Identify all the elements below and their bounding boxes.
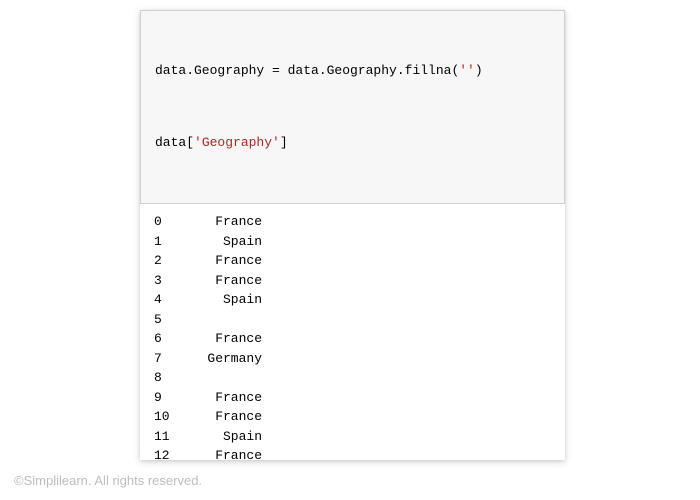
row-value: Spain (192, 232, 262, 252)
output-row: 10 France (154, 407, 555, 427)
row-value: Spain (192, 290, 262, 310)
row-value: Spain (192, 427, 262, 447)
row-index: 4 (154, 290, 178, 310)
code-text: data[ (155, 135, 194, 150)
output-row: 4 Spain (154, 290, 555, 310)
output-row: 2 France (154, 251, 555, 271)
output-row: 0 France (154, 212, 555, 232)
row-index: 9 (154, 388, 178, 408)
code-string: '' (459, 63, 475, 78)
output-row: 5 (154, 310, 555, 330)
row-index: 11 (154, 427, 178, 447)
code-line-1: data.Geography = data.Geography.fillna('… (155, 61, 554, 82)
row-index: 7 (154, 349, 178, 369)
row-index: 12 (154, 446, 178, 460)
output-row: 9 France (154, 388, 555, 408)
code-input-cell[interactable]: data.Geography = data.Geography.fillna('… (140, 10, 565, 204)
row-value: France (192, 446, 262, 460)
row-value: France (192, 329, 262, 349)
output-row: 11 Spain (154, 427, 555, 447)
row-index: 2 (154, 251, 178, 271)
row-value: France (192, 212, 262, 232)
row-value: Germany (192, 349, 262, 369)
copyright-text: ©Simplilearn. All rights reserved. (14, 473, 202, 488)
output-row: 1 Spain (154, 232, 555, 252)
output-row: 12 France (154, 446, 555, 460)
row-value: France (192, 388, 262, 408)
output-row: 3 France (154, 271, 555, 291)
code-line-2: data['Geography'] (155, 133, 554, 154)
row-index: 8 (154, 368, 178, 388)
code-text: ] (280, 135, 288, 150)
output-area: 0 France 1 Spain 2 France 3 France 4 Spain 56 Franc… (140, 204, 565, 460)
row-index: 0 (154, 212, 178, 232)
row-index: 1 (154, 232, 178, 252)
row-value: France (192, 271, 262, 291)
row-index: 6 (154, 329, 178, 349)
row-index: 5 (154, 310, 178, 330)
output-row: 8 (154, 368, 555, 388)
row-value: France (192, 251, 262, 271)
code-string: 'Geography' (194, 135, 280, 150)
code-text: data.Geography = data.Geography.fillna( (155, 63, 459, 78)
row-index: 3 (154, 271, 178, 291)
row-value: France (192, 407, 262, 427)
output-row: 7 Germany (154, 349, 555, 369)
code-text: ) (475, 63, 483, 78)
row-index: 10 (154, 407, 178, 427)
notebook-cell: data.Geography = data.Geography.fillna('… (140, 10, 565, 460)
output-row: 6 France (154, 329, 555, 349)
